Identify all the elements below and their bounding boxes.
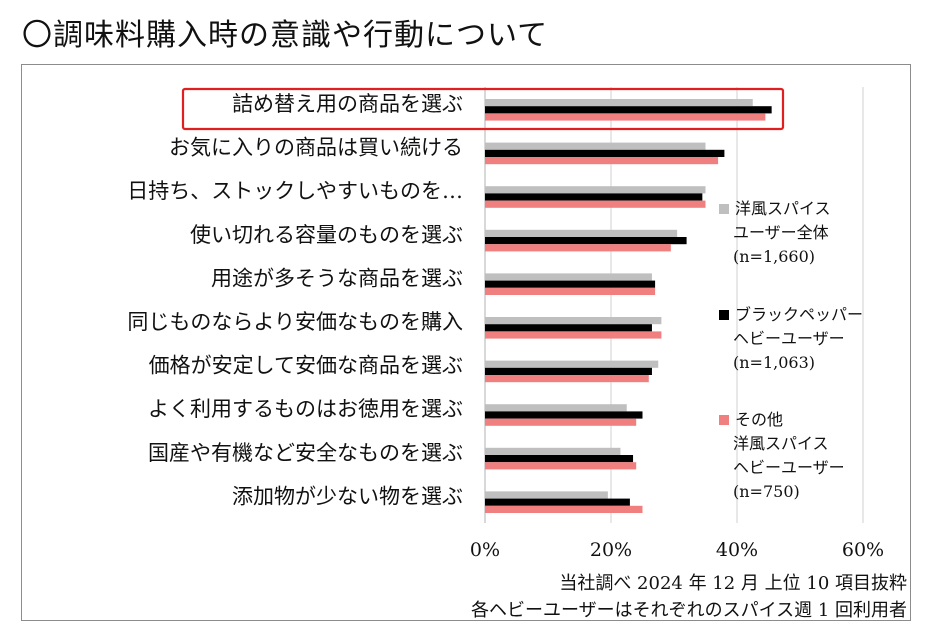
x-tick-label: 40%: [716, 539, 758, 561]
source-note: 当社調べ 2024 年 12 月 上位 10 項目抜粋: [559, 573, 907, 594]
category-label: 価格が安定して安価な商品を選ぶ: [149, 354, 463, 378]
highlight-box: [181, 87, 785, 131]
x-tick-label: 60%: [842, 539, 884, 561]
category-label: 用途が多そうな商品を選ぶ: [211, 266, 463, 290]
legend-label: ヘビーユーザー: [733, 458, 845, 477]
legend-label: ブラックペッパー: [735, 305, 863, 324]
bar: [485, 367, 652, 375]
bar: [485, 273, 652, 281]
legend-label: (n=1,660): [733, 247, 815, 266]
bar: [485, 200, 706, 208]
category-label: よく利用するものはお徳用を選ぶ: [148, 397, 463, 421]
legend-label: (n=1,063): [733, 353, 815, 372]
category-label: 使い切れる容量のものを選ぶ: [190, 223, 463, 247]
bar: [485, 142, 706, 150]
category-label: 詰め替え用の商品を選ぶ: [232, 92, 463, 116]
bar: [485, 157, 719, 165]
legend-swatch: [719, 204, 729, 214]
category-label: 添加物が少ない物を選ぶ: [232, 484, 463, 508]
bar: [485, 360, 659, 368]
legend-label: 洋風スパイス: [733, 434, 829, 453]
bar: [485, 418, 637, 426]
page-title: 〇調味料購入時の意識や行動について: [22, 18, 549, 53]
legend-label: ユーザー全体: [733, 223, 829, 242]
legend-swatch: [719, 310, 729, 320]
chart-frame: [21, 64, 911, 621]
bar: [485, 244, 671, 252]
bar: [485, 99, 753, 107]
bar: [485, 317, 662, 325]
x-tick-label: 0%: [470, 539, 500, 561]
x-tick-label: 20%: [590, 539, 632, 561]
legend-swatch: [719, 415, 729, 425]
bar: [485, 106, 772, 114]
category-label: 日持ち、ストックしやすいものを…: [127, 179, 463, 203]
footnote: 各ヘビーユーザーはそれぞれのスパイス週 1 回利用者: [471, 600, 907, 621]
legend-label: 洋風スパイス: [735, 199, 831, 218]
bar: [485, 498, 630, 506]
bar: [485, 324, 652, 332]
category-label: 同じものならより安価なものを購入: [127, 310, 463, 334]
bar: [485, 287, 656, 295]
legend-label: その他: [735, 410, 783, 429]
bar: [485, 491, 608, 499]
bar: [485, 447, 621, 455]
bar: [485, 149, 725, 157]
bar: [485, 229, 678, 237]
category-label: お気に入りの商品は買い続ける: [169, 136, 463, 160]
bar: [485, 411, 643, 419]
bar: [485, 505, 643, 513]
category-label: 国産や有機など安全なものを選ぶ: [148, 441, 463, 465]
bar: [485, 280, 656, 288]
legend-label: (n=750): [733, 482, 800, 501]
legend-label: ヘビーユーザー: [733, 329, 845, 348]
bar: [485, 113, 766, 121]
bar: [485, 186, 706, 194]
bar: [485, 193, 703, 201]
bar: [485, 331, 662, 339]
bar: [485, 462, 637, 470]
bar: [485, 404, 627, 412]
bar: [485, 455, 634, 463]
bar: [485, 375, 649, 383]
bar: [485, 237, 687, 245]
